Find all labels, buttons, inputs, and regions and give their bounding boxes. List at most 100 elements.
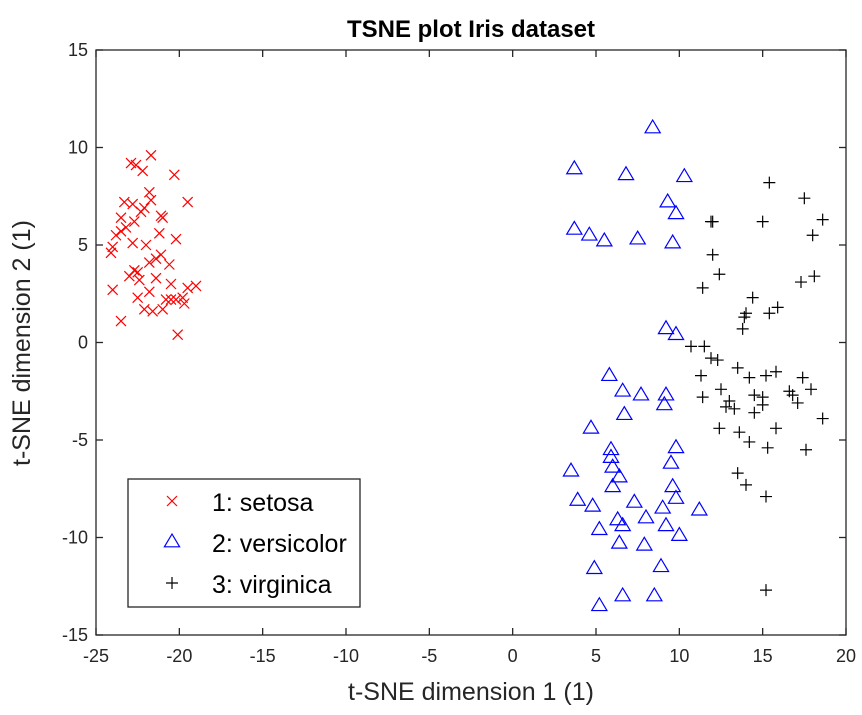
virginica-point [816, 213, 829, 226]
setosa-point [115, 315, 127, 327]
versicolor-point [602, 440, 620, 456]
versicolor-point [659, 192, 677, 208]
setosa-point [115, 212, 127, 224]
virginica-point [748, 389, 761, 402]
versicolor-point [657, 516, 675, 532]
setosa-point [145, 194, 157, 206]
virginica-point [760, 490, 772, 503]
setosa-point [107, 241, 119, 253]
setosa-point [118, 196, 130, 208]
setosa-point [127, 237, 139, 249]
setosa-point [140, 239, 152, 251]
virginica-point [786, 389, 799, 402]
virginica-point [806, 229, 819, 242]
versicolor-point [667, 438, 685, 454]
setosa-point [160, 294, 172, 306]
virginica-point [763, 176, 776, 189]
virginica-point [743, 435, 756, 448]
setosa-point [123, 270, 135, 282]
virginica-point [795, 276, 807, 289]
y-tick-label: 10 [68, 138, 88, 158]
x-tick-label: 5 [591, 646, 601, 666]
virginica-point [748, 406, 761, 419]
virginica-point [706, 215, 719, 228]
x-tick-label: 0 [508, 646, 518, 666]
setosa-point [155, 249, 167, 261]
setosa-point [177, 292, 189, 304]
virginica-point [761, 441, 774, 454]
virginica-point [808, 270, 821, 283]
setosa-point [128, 264, 140, 276]
virginica-point [720, 400, 732, 413]
virginica-point [705, 352, 717, 365]
y-tick-label: -5 [72, 430, 88, 450]
x-tick-label: 10 [669, 646, 689, 666]
chart-title: TSNE plot Iris dataset [347, 16, 595, 43]
setosa-point [110, 229, 122, 241]
data-markers [105, 118, 829, 612]
legend-versicolor-marker [163, 532, 181, 548]
virginica-point [798, 192, 811, 205]
setosa-point [182, 282, 194, 294]
setosa-point [150, 272, 162, 284]
setosa-point [137, 165, 149, 177]
versicolor-point [655, 395, 673, 411]
virginica-point [706, 248, 719, 261]
y-tick-label: 0 [78, 333, 88, 353]
versicolor-point [614, 382, 632, 397]
x-tick-label: -25 [83, 646, 109, 666]
virginica-point [728, 402, 741, 415]
virginica-point [736, 322, 749, 335]
versicolor-point [614, 516, 632, 532]
setosa-point [168, 169, 180, 181]
virginica-point [760, 584, 772, 597]
setosa-point [128, 216, 140, 228]
setosa-point [157, 303, 169, 315]
virginica-point [756, 398, 769, 411]
versicolor-point [617, 165, 635, 181]
x-tick-label: 20 [836, 646, 856, 666]
versicolor-point [600, 366, 618, 382]
y-tick-label: 5 [78, 235, 88, 255]
versicolor-point [610, 534, 628, 549]
setosa-point [170, 233, 182, 245]
x-tick-label: -20 [166, 646, 192, 666]
virginica-point [731, 361, 744, 374]
virginica-point [731, 467, 744, 480]
versicolor-point [604, 477, 622, 493]
setosa-point [120, 222, 132, 233]
virginica-point [771, 301, 784, 314]
versicolor-point [565, 220, 583, 235]
setosa-point [190, 280, 202, 292]
versicolor-point [584, 497, 602, 512]
legend-setosa-marker [166, 495, 178, 507]
versicolor-point [637, 508, 655, 524]
axis-ticks: -25 -20 -15 -10 -5 0 5 10 15 20 -15 -10 -5 0 5 10 15 [62, 40, 856, 666]
virginica-point [756, 215, 769, 228]
setosa-point [170, 294, 182, 306]
setosa-point [178, 298, 190, 309]
virginica-point [805, 383, 817, 396]
setosa-point [132, 292, 144, 304]
virginica-point [698, 340, 711, 353]
x-tick-label: 15 [753, 646, 773, 666]
versicolor-point [690, 501, 708, 516]
versicolor-point [664, 233, 682, 249]
virginica-point [733, 426, 746, 439]
setosa-point [157, 212, 169, 224]
versicolor-point [635, 536, 653, 551]
setosa-point [115, 225, 127, 237]
versicolor-point [629, 229, 647, 245]
setosa-point [138, 303, 150, 315]
versicolor-point [667, 325, 685, 341]
virginica-point [711, 354, 724, 367]
x-tick-label: -15 [250, 646, 276, 666]
versicolor-point [609, 510, 627, 526]
versicolor-point [654, 499, 672, 514]
setosa-point [150, 253, 162, 265]
legend: 1: setosa 2: versicolor 3: virginica [127, 478, 361, 608]
versicolor-point [562, 462, 580, 477]
versicolor-point [652, 557, 670, 573]
setosa-point [107, 284, 119, 296]
virginica-point [791, 396, 804, 409]
